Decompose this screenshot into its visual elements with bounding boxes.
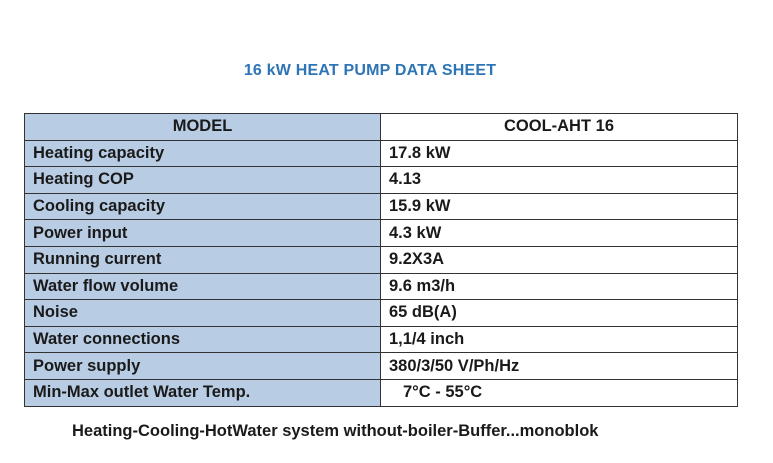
page-title: 16 kW HEAT PUMP DATA SHEET (243, 62, 497, 79)
row-value-water-connections: 1,1/4 inch (380, 325, 738, 354)
row-value-water-temp: 7°C - 55°C (380, 378, 738, 407)
table-header-row: MODEL COOL-AHT 16 (24, 113, 738, 141)
row-value-heating-capacity: 17.8 kW (380, 139, 738, 168)
table-row: Running current 9.2X3A (24, 245, 738, 274)
row-label-heating-capacity: Heating capacity (24, 139, 381, 168)
table-row: Power input 4.3 kW (24, 219, 738, 247)
row-value-cooling-capacity: 15.9 kW (380, 192, 738, 221)
table-row: Min-Max outlet Water Temp. 7°C - 55°C (24, 378, 738, 407)
model-value: COOL-AHT 16 (380, 113, 738, 141)
row-label-water-temp: Min-Max outlet Water Temp. (24, 378, 381, 407)
row-label-running-current: Running current (24, 245, 381, 274)
row-value-heating-cop: 4.13 (380, 166, 738, 194)
row-label-cooling-capacity: Cooling capacity (24, 192, 381, 221)
table-row: Heating capacity 17.8 kW (24, 139, 738, 168)
row-label-heating-cop: Heating COP (24, 166, 381, 194)
table-row: Water connections 1,1/4 inch (24, 325, 738, 354)
spec-table: MODEL COOL-AHT 16 Heating capacity 17.8 … (24, 113, 738, 407)
row-value-noise: 65 dB(A) (380, 299, 738, 327)
table-row: Cooling capacity 15.9 kW (24, 192, 738, 221)
row-value-running-current: 9.2X3A (380, 245, 738, 274)
row-label-noise: Noise (24, 299, 381, 327)
model-label: MODEL (24, 113, 381, 141)
footer-note: Heating-Cooling-HotWater system without-… (72, 422, 599, 440)
table-row: Power supply 380/3/50 V/Ph/Hz (24, 352, 738, 380)
table-row: Noise 65 dB(A) (24, 299, 738, 327)
row-label-water-flow-volume: Water flow volume (24, 272, 381, 301)
row-value-power-supply: 380/3/50 V/Ph/Hz (380, 352, 738, 380)
row-value-power-input: 4.3 kW (380, 219, 738, 247)
row-label-water-connections: Water connections (24, 325, 381, 354)
table-row: Water flow volume 9.6 m3/h (24, 272, 738, 301)
row-label-power-supply: Power supply (24, 352, 381, 380)
row-value-water-flow-volume: 9.6 m3/h (380, 272, 738, 301)
table-row: Heating COP 4.13 (24, 166, 738, 194)
row-label-power-input: Power input (24, 219, 381, 247)
